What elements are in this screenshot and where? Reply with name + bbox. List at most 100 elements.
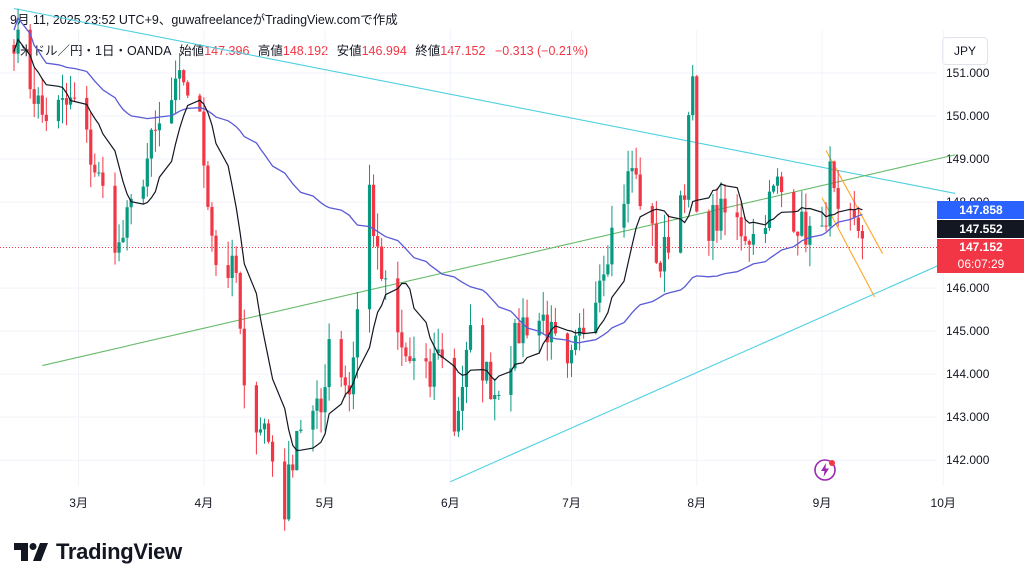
candle-body xyxy=(428,361,432,387)
candle-body xyxy=(456,410,460,432)
candle xyxy=(622,184,626,238)
candle xyxy=(254,381,258,455)
candle xyxy=(820,206,824,227)
candle-body xyxy=(327,339,331,388)
candle xyxy=(780,171,784,208)
candle xyxy=(687,111,691,208)
candle xyxy=(525,299,529,339)
candle-body xyxy=(254,385,258,433)
low-label: 安値 xyxy=(336,44,362,58)
candle xyxy=(666,214,671,260)
candle-body xyxy=(683,195,687,200)
candle xyxy=(832,160,836,193)
candle-body xyxy=(626,171,630,204)
candle xyxy=(323,364,327,432)
candle-body xyxy=(367,184,372,310)
candle xyxy=(64,83,69,126)
change-value: −0.313 (−0.21%) xyxy=(494,44,589,58)
candle-body xyxy=(93,164,97,173)
candle-body xyxy=(820,225,824,227)
candle-body xyxy=(832,161,836,189)
candle-body xyxy=(258,429,263,433)
candle xyxy=(230,239,234,297)
candle xyxy=(287,440,291,522)
candle-body xyxy=(56,99,61,122)
candle xyxy=(735,194,739,241)
candle-body xyxy=(404,347,408,357)
candle-body xyxy=(464,349,469,387)
candle-body xyxy=(521,317,525,344)
candle xyxy=(630,150,634,193)
candle xyxy=(206,161,210,211)
low-value: 146.994 xyxy=(361,44,407,58)
candle-body xyxy=(610,227,614,265)
open-value: 147.396 xyxy=(204,44,250,58)
candle-body xyxy=(509,368,513,395)
candle-body xyxy=(836,188,840,209)
x-tick-label: 10月 xyxy=(931,496,956,510)
candle xyxy=(569,344,574,378)
candle xyxy=(270,435,275,477)
candle-body xyxy=(230,255,234,278)
candle xyxy=(93,153,97,177)
candle xyxy=(428,348,432,398)
candle-body xyxy=(735,212,739,218)
candle xyxy=(775,168,780,194)
candle xyxy=(679,190,683,254)
candle-body xyxy=(299,429,303,431)
candle-body xyxy=(582,327,586,334)
candle xyxy=(707,209,711,256)
candle xyxy=(792,189,796,233)
ma200-price-tag: 147.858 xyxy=(937,201,1024,219)
candle-body xyxy=(266,423,271,442)
candle xyxy=(376,213,380,270)
candle-body xyxy=(60,98,65,100)
candle-body xyxy=(440,349,444,358)
candle-body xyxy=(638,174,642,207)
candle xyxy=(141,179,145,205)
x-tick-label: 6月 xyxy=(441,496,460,510)
candle-body xyxy=(339,339,343,378)
candle-body xyxy=(32,89,36,104)
candle-body xyxy=(687,115,691,200)
candle-body xyxy=(711,205,715,241)
candle xyxy=(404,342,408,362)
candle xyxy=(719,182,723,240)
candle xyxy=(169,77,174,124)
bar-countdown: 06:07:29 xyxy=(957,257,1005,271)
y-tick-label: 149.000 xyxy=(946,152,990,166)
candle xyxy=(662,214,667,293)
candle-body xyxy=(287,464,291,520)
candle-body xyxy=(481,325,485,381)
candle-body xyxy=(525,317,529,336)
candle xyxy=(396,261,400,350)
candle xyxy=(626,150,630,223)
y-tick-label: 144.000 xyxy=(946,367,990,381)
candle xyxy=(606,245,610,277)
symbol-name[interactable]: 米ドル／円・1日・OANDA xyxy=(20,44,171,58)
candle xyxy=(178,52,182,100)
currency-button[interactable]: JPY xyxy=(942,37,988,65)
candle-body xyxy=(654,223,658,263)
candle-body xyxy=(371,184,376,237)
candle-body xyxy=(85,97,89,130)
candle-body xyxy=(739,217,743,237)
y-tick-label: 145.000 xyxy=(946,324,990,338)
candle xyxy=(553,307,557,336)
candle xyxy=(582,308,586,339)
candle-body xyxy=(707,211,711,241)
candle xyxy=(610,205,614,277)
tradingview-logo[interactable]: TradingView xyxy=(14,539,182,565)
candle xyxy=(565,332,570,378)
candle-body xyxy=(157,123,162,131)
candle xyxy=(226,241,230,288)
moving-averages xyxy=(13,16,863,452)
candle-body xyxy=(460,386,465,411)
lightning-icon[interactable] xyxy=(813,458,837,482)
candle xyxy=(16,8,20,64)
candle-body xyxy=(622,203,626,228)
candle-body xyxy=(436,349,440,354)
candle-body xyxy=(602,274,606,281)
candle xyxy=(767,179,772,231)
